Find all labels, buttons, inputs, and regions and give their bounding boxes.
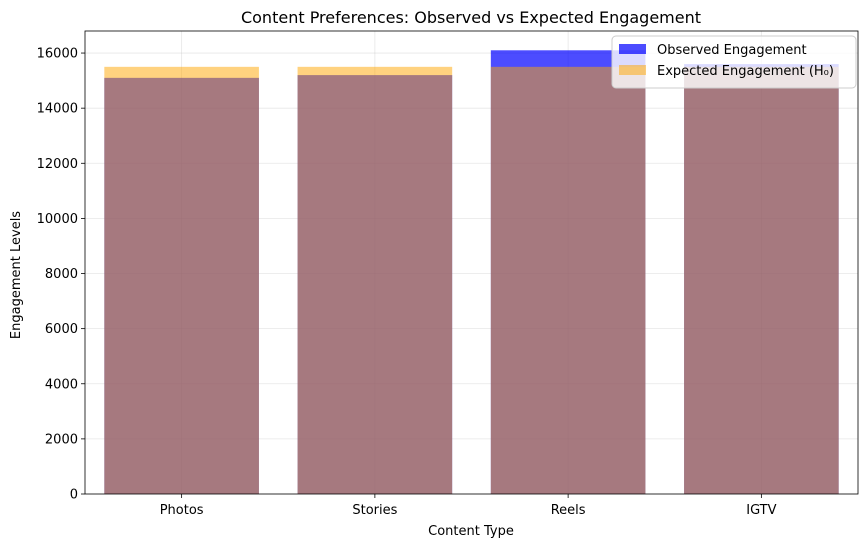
bar-expected-photos — [104, 66, 259, 494]
legend-swatch-observed — [619, 44, 646, 54]
x-tick-label: IGTV — [746, 503, 776, 518]
bars-group — [104, 50, 839, 495]
y-tick-label: 8000 — [45, 267, 78, 282]
axes-border — [84, 30, 859, 495]
bar-expected-stories — [297, 66, 453, 494]
y-tick-label: 10000 — [37, 212, 78, 227]
legend: Observed Engagement Expected Engagement … — [611, 35, 857, 89]
chart-title: Content Preferences: Observed vs Expecte… — [241, 8, 701, 27]
y-tick-label: 14000 — [37, 102, 78, 117]
x-tick-label: Reels — [551, 503, 586, 518]
bar-expected-igtv — [684, 66, 839, 494]
y-tick-label: 6000 — [45, 322, 78, 337]
y-tick-label: 2000 — [45, 432, 78, 447]
y-axis-ticks: 0 2000 4000 6000 8000 10000 12000 14000 16000 — [37, 47, 85, 503]
x-axis-ticks: Photos Stories Reels IGTV — [160, 494, 777, 518]
x-tick-label: Photos — [160, 503, 204, 518]
y-tick-label: 0 — [70, 488, 78, 503]
x-axis-label: Content Type — [428, 524, 514, 539]
legend-label-observed: Observed Engagement — [657, 43, 807, 58]
y-tick-label: 12000 — [37, 157, 78, 172]
legend-swatch-expected — [619, 65, 646, 75]
y-tick-label: 16000 — [37, 47, 78, 62]
y-tick-label: 4000 — [45, 377, 78, 392]
bar-expected-reels — [490, 66, 646, 494]
y-axis-label: Engagement Levels — [9, 211, 24, 339]
legend-box — [611, 35, 857, 89]
legend-label-expected: Expected Engagement (H₀) — [657, 64, 834, 79]
x-tick-label: Stories — [352, 503, 397, 518]
plot-frame — [84, 30, 859, 495]
